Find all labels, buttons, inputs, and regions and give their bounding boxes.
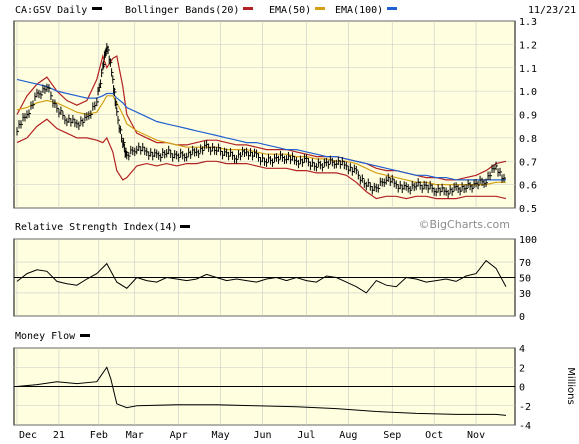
price-ytick-6: 0.7 xyxy=(519,157,537,168)
money-flow-ytick-3: -2 xyxy=(519,402,531,413)
rsi-ytick-0: 100 xyxy=(519,235,537,246)
rsi-ytick-3: 30 xyxy=(519,289,531,300)
ema100-line xyxy=(16,78,506,181)
symbol-label: CA:GSV Daily xyxy=(15,5,87,16)
legend: Bollinger Bands(20) EMA(50) EMA(100) xyxy=(125,5,397,16)
money-flow-ytick-2: 0 xyxy=(519,383,525,394)
rsi-title-swatch xyxy=(180,225,190,228)
money-flow-title-swatch xyxy=(80,334,90,337)
x-axis: Dec 21 Feb Mar Apr May Jun Jul Aug Sep Oct Nov xyxy=(19,430,485,441)
legend-swatch-0 xyxy=(243,7,253,10)
legend-label-2: EMA(100) xyxy=(335,5,383,16)
legend-label-1: EMA(50) xyxy=(269,5,311,16)
price-ytick-2: 1.1 xyxy=(519,64,537,75)
x-tick-label-1: 21 xyxy=(53,430,65,441)
watermark: ©BigCharts.com xyxy=(418,218,510,231)
legend-label-0: Bollinger Bands(20) xyxy=(125,5,239,16)
money-flow-panel: Money Flow 4 2 0 -2 -4 Millions xyxy=(13,331,576,432)
x-tick-label-6: Jun xyxy=(253,430,271,441)
money-flow-ytick-1: 2 xyxy=(519,363,525,374)
money-flow-y-axis-label: Millions xyxy=(565,367,576,404)
money-flow-title: Money Flow xyxy=(15,331,76,342)
price-panel: 1.3 1.2 1.1 1.0 0.9 0.8 0.7 0.6 0.5 ©BigCharts.c… xyxy=(13,17,537,231)
rsi-ytick-2: 50 xyxy=(519,274,531,285)
x-tick-label-0: Dec xyxy=(19,430,37,441)
rsi-ytick-4: 0 xyxy=(519,312,525,323)
money-flow-ytick-0: 4 xyxy=(519,344,525,355)
bollinger-upper-line xyxy=(16,54,507,181)
rsi-line xyxy=(16,259,507,294)
money-flow-line xyxy=(16,366,507,416)
x-tick-label-2: Feb xyxy=(90,430,108,441)
x-tick-label-9: Sep xyxy=(383,430,401,441)
rsi-ytick-1: 70 xyxy=(519,258,531,269)
price-ytick-3: 1.0 xyxy=(519,87,537,98)
bollinger-lower-line xyxy=(16,118,507,200)
x-tick-label-8: Aug xyxy=(339,430,357,441)
x-tick-label-11: Nov xyxy=(467,430,485,441)
x-tick-label-10: Oct xyxy=(425,430,443,441)
price-ytick-4: 0.9 xyxy=(519,111,537,122)
money-flow-ytick-4: -4 xyxy=(519,421,531,432)
rsi-panel: Relative Strength Index(14) 100 70 50 30 0 xyxy=(13,222,537,323)
price-color-swatch xyxy=(92,7,102,10)
price-ytick-7: 0.6 xyxy=(519,181,537,192)
price-ytick-1: 1.2 xyxy=(519,40,537,51)
x-tick-label-5: May xyxy=(212,430,230,441)
chart-date: 11/23/21 xyxy=(528,5,576,16)
legend-swatch-2 xyxy=(387,7,397,10)
x-tick-label-3: Mar xyxy=(126,430,144,441)
x-tick-label-7: Jul xyxy=(297,430,315,441)
legend-swatch-1 xyxy=(315,7,325,10)
price-ytick-0: 1.3 xyxy=(519,17,537,28)
x-tick-label-4: Apr xyxy=(170,430,188,441)
price-ytick-8: 0.5 xyxy=(519,204,537,215)
rsi-title: Relative Strength Index(14) xyxy=(15,222,178,233)
price-ytick-5: 0.8 xyxy=(519,134,537,145)
